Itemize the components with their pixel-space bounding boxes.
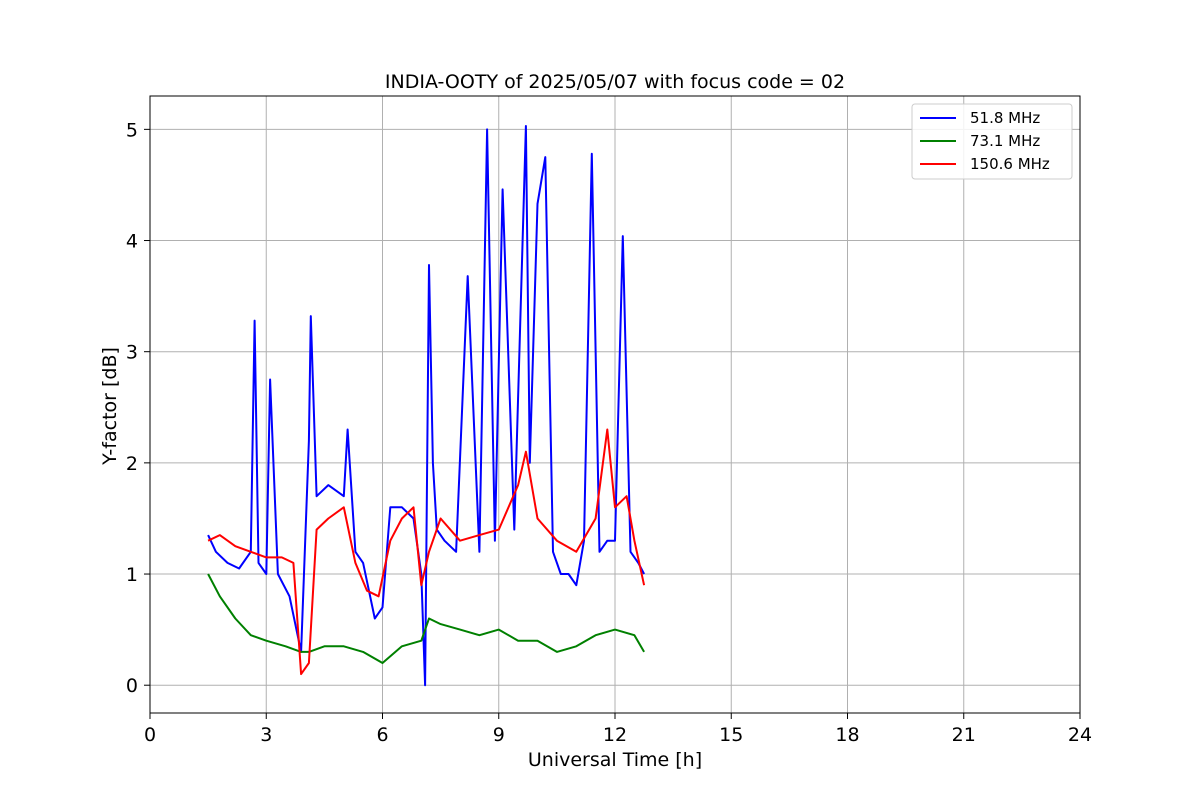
x-tick-label: 3 xyxy=(260,724,272,746)
y-tick-label: 1 xyxy=(126,564,138,586)
legend-label: 150.6 MHz xyxy=(970,155,1050,173)
x-tick-label: 15 xyxy=(719,724,743,746)
y-tick-label: 0 xyxy=(126,675,138,697)
series-line-1 xyxy=(207,573,645,664)
y-axis-ticks: 0 1 2 3 4 5 xyxy=(126,119,150,697)
y-tick-label: 4 xyxy=(126,231,138,253)
series-lines xyxy=(207,125,646,687)
y-tick-label: 3 xyxy=(126,342,138,364)
x-tick-label: 12 xyxy=(603,724,627,746)
series-line-2 xyxy=(207,428,646,676)
x-tick-label: 9 xyxy=(493,724,505,746)
x-tick-label: 21 xyxy=(952,724,976,746)
series-line-0 xyxy=(207,125,645,687)
x-tick-label: 18 xyxy=(835,724,859,746)
x-tick-label: 0 xyxy=(144,724,156,746)
y-tick-label: 2 xyxy=(126,453,138,475)
chart-title: INDIA-OOTY of 2025/05/07 with focus code… xyxy=(385,71,845,93)
y-axis-label: Y-factor [dB] xyxy=(99,347,121,466)
x-tick-label: 24 xyxy=(1068,724,1092,746)
y-tick-label: 5 xyxy=(126,119,138,141)
x-axis-ticks: 0 3 6 9 12 15 18 21 24 xyxy=(144,713,1092,746)
legend-box xyxy=(911,103,1073,180)
legend-label: 73.1 MHz xyxy=(970,132,1040,150)
x-axis-label: Universal Time [h] xyxy=(528,749,702,771)
legend-label: 51.8 MHz xyxy=(970,109,1040,127)
legend: 51.8 MHz 73.1 MHz 150.6 MHz xyxy=(911,103,1073,180)
x-tick-label: 6 xyxy=(376,724,388,746)
